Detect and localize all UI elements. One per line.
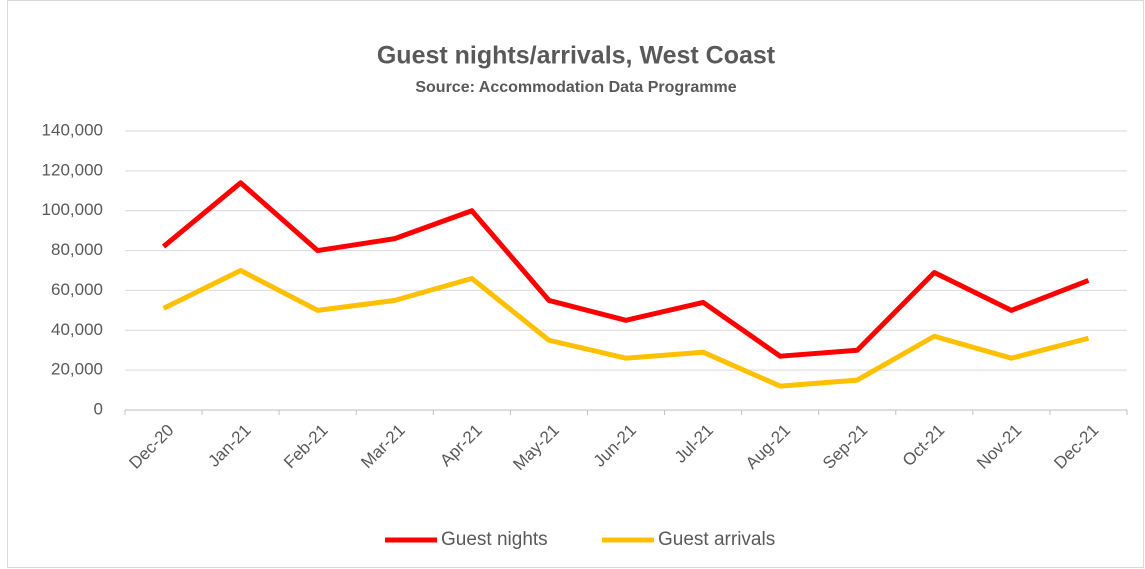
y-tick-label: 60,000 bbox=[51, 280, 103, 299]
y-tick-label: 100,000 bbox=[42, 200, 103, 219]
legend-label: Guest nights bbox=[441, 529, 548, 550]
chart-title: Guest nights/arrivals, West Coast bbox=[377, 42, 776, 70]
series-line bbox=[161, 180, 1090, 359]
chart-subtitle: Source: Accommodation Data Programme bbox=[415, 79, 736, 96]
y-tick-label: 140,000 bbox=[42, 120, 103, 139]
y-tick-label: 0 bbox=[94, 399, 103, 418]
y-tick-label: 40,000 bbox=[51, 320, 103, 339]
legend-label: Guest arrivals bbox=[658, 529, 775, 550]
y-tick-label: 80,000 bbox=[51, 240, 103, 259]
series-line bbox=[162, 268, 1090, 389]
y-tick-label: 20,000 bbox=[51, 360, 103, 379]
y-tick-label: 120,000 bbox=[42, 160, 103, 179]
